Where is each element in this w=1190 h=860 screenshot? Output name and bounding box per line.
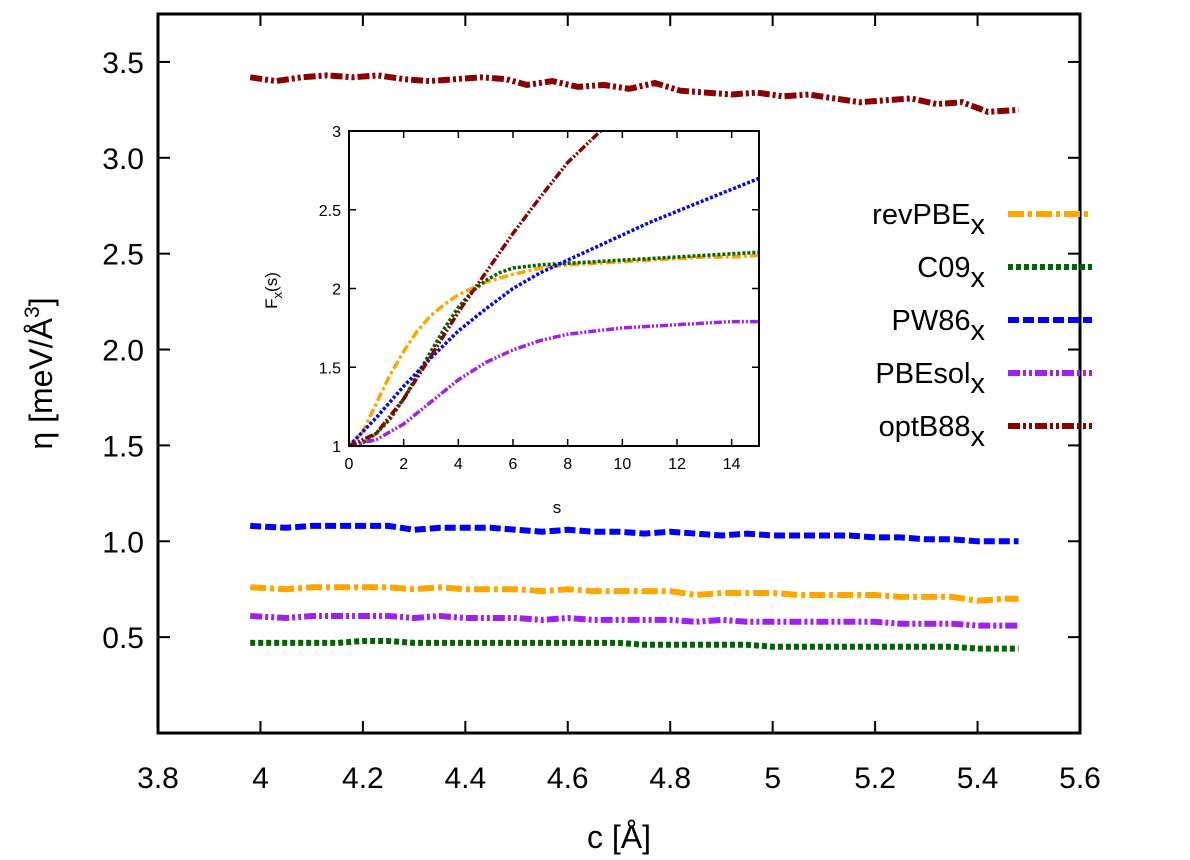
series-line-pw86 [250, 522, 1019, 545]
inset-x-axis-label: s [553, 498, 562, 517]
y-axis-label-superscript: 3 [21, 306, 44, 318]
y-tick-label: 2.0 [102, 335, 144, 368]
inset-series-line-optb88 [349, 131, 602, 446]
inset-x-tick-label: 14 [723, 456, 741, 473]
x-tick-label: 4.2 [342, 762, 384, 795]
main-axis-text: 3.8 4 4.2 4.4 4.6 4.8 5 5.2 5.4 5.6 0.5 1.0 1.5 2.0 2.… [21, 47, 1101, 855]
legend-entry-subscript: x [971, 209, 986, 241]
legend-label-revpbe: revPBEx [872, 199, 985, 241]
inset-background [349, 131, 759, 446]
y-tick-label: 2.5 [102, 239, 144, 272]
inset-x-tick-label: 4 [454, 456, 463, 473]
inset-x-tick-label: 8 [563, 456, 572, 473]
inset-series-line-pbesol [349, 319, 759, 446]
inset-y-tick-label: 1.5 [319, 360, 341, 377]
x-tick-label: 4.6 [547, 762, 589, 795]
legend-label-pbesol: PBEsolx [875, 358, 985, 400]
series-line-optb88 [249, 72, 1019, 115]
inset-y-tick-label: 3 [332, 124, 341, 141]
legend-entry-subscript: x [971, 368, 986, 400]
y-tick-label: 1.5 [102, 430, 144, 463]
legend-entry-subscript: x [971, 315, 986, 347]
inset-x-tick-label: 10 [613, 456, 631, 473]
x-tick-label: 4.4 [444, 762, 486, 795]
inset-series-line-revpbe [349, 253, 759, 446]
legend-entry-subscript: x [971, 262, 986, 294]
series-line-pbesol [250, 612, 1019, 629]
legend-label-optb88: optB88x [879, 411, 986, 453]
x-tick-label: 3.8 [137, 762, 179, 795]
legend-entry-name: revPBE [872, 199, 970, 231]
x-tick-label: 4.8 [649, 762, 691, 795]
inset-y-axis-label-suffix: (s) [262, 272, 281, 292]
y-axis-label-suffix: ] [23, 297, 59, 306]
inset-series-group [349, 131, 759, 446]
legend-label-pw86: PW86x [892, 305, 986, 347]
series-line-revpbe [250, 584, 1019, 604]
inset-y-tick-label: 2 [332, 282, 341, 299]
main-series-group [249, 72, 1019, 652]
y-axis-label-text: η [meV/Å [23, 317, 59, 449]
x-tick-label: 5.2 [854, 762, 896, 795]
y-axis-label: η [meV/Å3] [21, 297, 59, 449]
y-tick-label: 1.0 [102, 526, 144, 559]
legend-label-c09: C09x [917, 252, 985, 294]
inset-x-tick-label: 2 [399, 456, 408, 473]
inset-y-axis-label-subscript: x [270, 291, 285, 298]
legend-entry-name: PW86 [892, 305, 971, 337]
inset-x-tick-label: 12 [668, 456, 686, 473]
series-line-c09 [250, 638, 1019, 652]
x-tick-label: 5.6 [1059, 762, 1101, 795]
inset-chart: 0 2 4 6 8 10 12 14 1 1.5 2 2.5 3 s Fx(s) [262, 124, 760, 517]
x-tick-label: 4 [252, 762, 269, 795]
legend-entry-name: PBEsol [875, 358, 970, 390]
inset-x-tick-label: 0 [345, 456, 354, 473]
x-axis-label: c [Å] [587, 819, 651, 855]
inset-y-tick-label: 2.5 [319, 203, 341, 220]
inset-y-tick-label: 1 [332, 439, 341, 456]
y-tick-label: 0.5 [102, 622, 144, 655]
inset-y-axis-label: Fx(s) [262, 272, 285, 309]
legend-entry-subscript: x [971, 421, 986, 453]
legend-entry-name: optB88 [879, 411, 971, 443]
x-tick-label: 5.4 [957, 762, 999, 795]
inset-x-tick-label: 6 [509, 456, 518, 473]
y-tick-label: 3.5 [102, 47, 144, 80]
y-tick-label: 3.0 [102, 143, 144, 176]
inset-y-axis-label-prefix: F [262, 298, 281, 308]
inset-border [348, 130, 760, 447]
inset-series-line-pw86 [349, 176, 759, 446]
x-tick-label: 5 [764, 762, 781, 795]
legend-entry-name: C09 [917, 252, 970, 284]
